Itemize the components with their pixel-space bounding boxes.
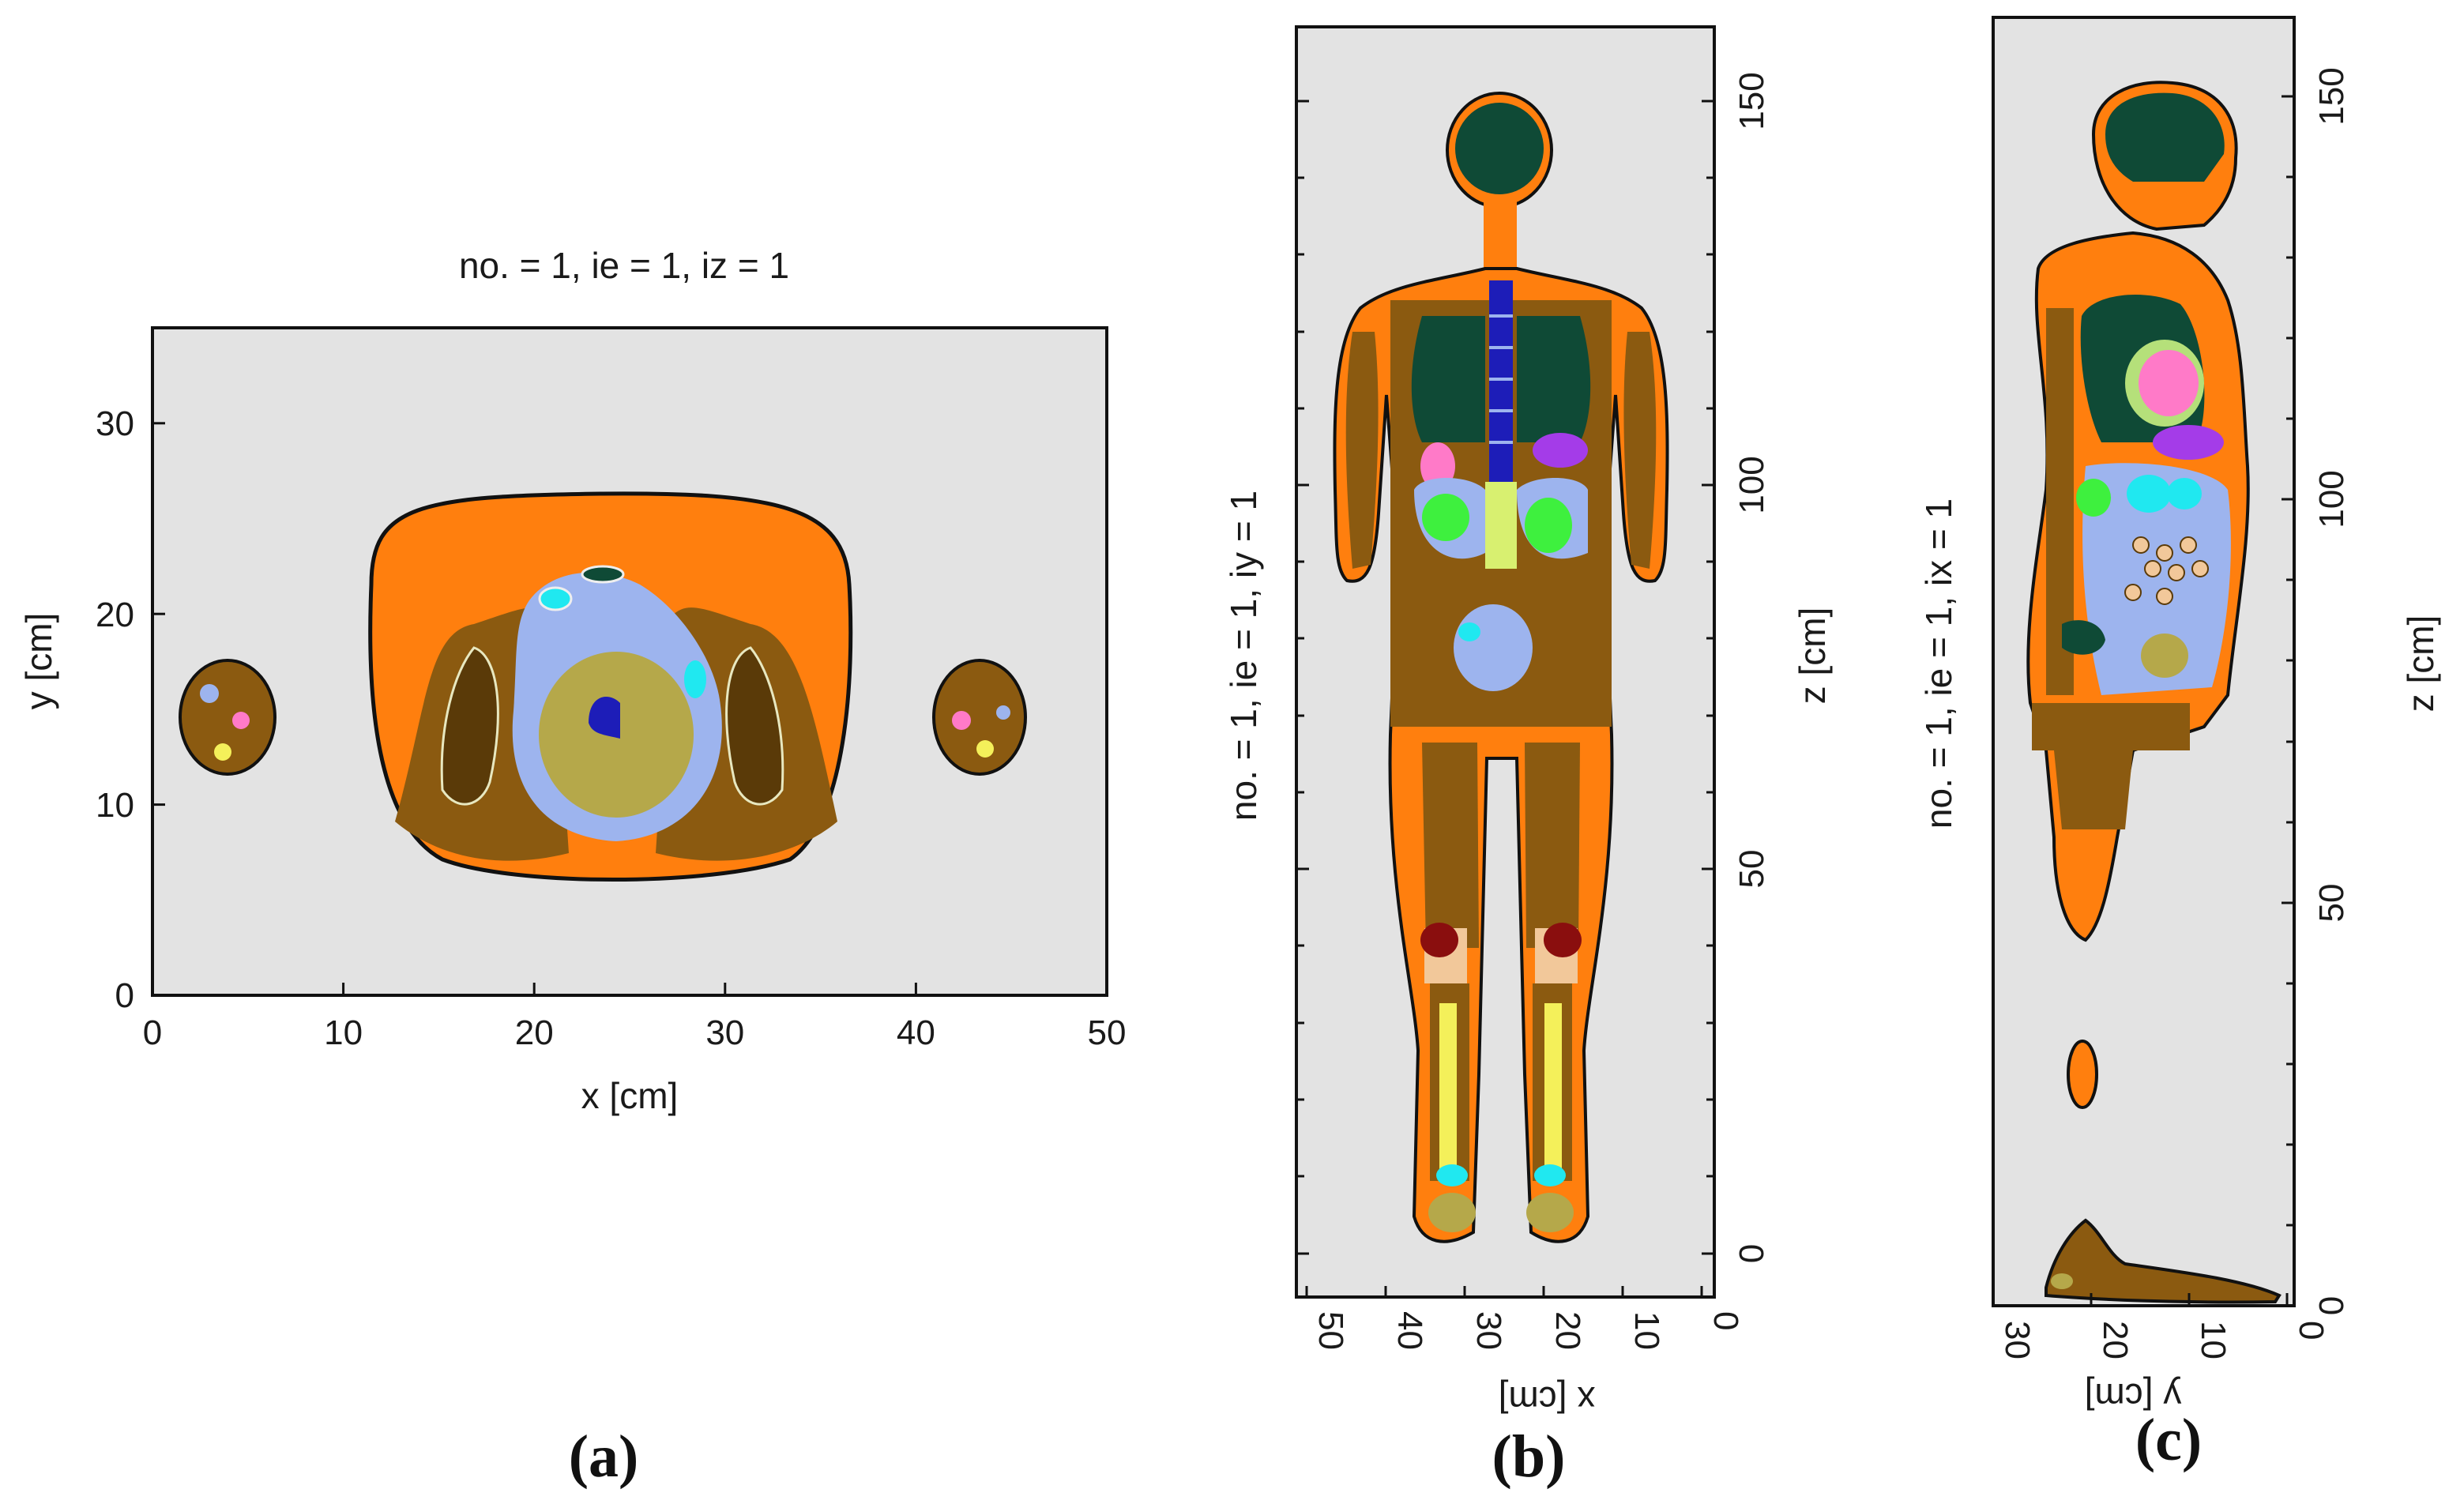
- panel-c-letter: (c): [2135, 1407, 2202, 1473]
- panel-b-xtick: 40: [1390, 1311, 1429, 1350]
- panel-b: 50 40 30 20 10 0 x [cm] 0 50 100 150 z […: [1223, 25, 1833, 1490]
- panel-a-xlabel: x [cm]: [581, 1075, 679, 1116]
- panel-c-ytick: 0: [2292, 1321, 2330, 1340]
- panel-b-xtick: 10: [1627, 1311, 1666, 1350]
- panel-a-ytick: 30: [96, 404, 134, 443]
- panel-c-z-ticks: [2282, 95, 2294, 1307]
- panel-b-ztick: 0: [1732, 1244, 1771, 1263]
- panel-a-left-arm: [179, 659, 276, 776]
- panel-a-xtick: 50: [1088, 1013, 1127, 1052]
- panel-b-ztick: 50: [1732, 850, 1771, 889]
- panel-b-letter: (b): [1492, 1423, 1566, 1490]
- panel-a-ytick: 10: [96, 786, 134, 825]
- panel-c-body: [2026, 81, 2282, 1304]
- panel-b-xtick: 30: [1469, 1311, 1508, 1350]
- panel-c-ztick: 100: [2312, 470, 2351, 528]
- panel-b-z-ticks: [1702, 100, 1714, 1255]
- panel-b-xtick: 0: [1706, 1311, 1745, 1330]
- panel-c-intestine-loops: [2124, 536, 2209, 605]
- panel-b-x-ticks: [1305, 1286, 1703, 1297]
- panel-b-xtick: 50: [1311, 1311, 1350, 1350]
- panel-c-ytick: 10: [2194, 1321, 2233, 1359]
- panel-c-ytick: 30: [1998, 1321, 2037, 1359]
- panel-a-xtick: 0: [143, 1013, 162, 1052]
- panel-c-ztick: 150: [2312, 67, 2351, 125]
- panel-a-xtick: 10: [324, 1013, 363, 1052]
- panel-a-xtick: 20: [515, 1013, 554, 1052]
- panel-b-zlabel: z [cm]: [1792, 607, 1833, 705]
- panel-a-xtick: 30: [705, 1013, 744, 1052]
- panel-a-x-ticks: [151, 983, 1108, 995]
- panel-a: no. = 1, ie = 1, iz = 1: [18, 245, 1126, 1490]
- panel-a-ylabel: y [cm]: [18, 613, 59, 710]
- panel-c-ztick: 0: [2312, 1296, 2351, 1315]
- panel-b-xlabel: x [cm]: [1499, 1379, 1596, 1420]
- panel-b-title: no. = 1, ie = 1, iy = 1: [1223, 491, 1264, 821]
- panel-a-ytick: 0: [115, 976, 134, 1015]
- panel-a-right-arm: [932, 659, 1027, 776]
- panel-a-y-ticks: [152, 422, 165, 997]
- panel-b-body: [1333, 92, 1669, 1243]
- panel-a-title: no. = 1, ie = 1, iz = 1: [459, 245, 789, 286]
- panel-c-ylabel: y [cm]: [2085, 1376, 2182, 1417]
- panel-a-xtick: 40: [897, 1013, 935, 1052]
- panel-c-y-ticks: [1992, 1293, 2289, 1306]
- panel-b-left-minor-ticks: [1296, 100, 1309, 1255]
- panel-b-vertebra-lines: [1489, 314, 1513, 444]
- panel-b-ztick: 150: [1732, 72, 1771, 130]
- panel-c-zlabel: z [cm]: [2400, 615, 2441, 713]
- panel-c-ytick: 20: [2096, 1321, 2135, 1359]
- panel-c-ztick: 50: [2312, 884, 2351, 923]
- panel-a-ytick: 20: [96, 596, 134, 634]
- panel-a-torso: [368, 491, 853, 882]
- panel-c: 30 20 10 0 y [cm] 0 50 100 150 z [cm] no…: [1918, 16, 2441, 1473]
- panel-c-title: no. = 1, ie = 1, ix = 1: [1918, 498, 1959, 829]
- panel-a-letter: (a): [569, 1423, 639, 1490]
- panel-b-xtick: 20: [1548, 1311, 1587, 1350]
- panel-b-ztick: 100: [1732, 456, 1771, 513]
